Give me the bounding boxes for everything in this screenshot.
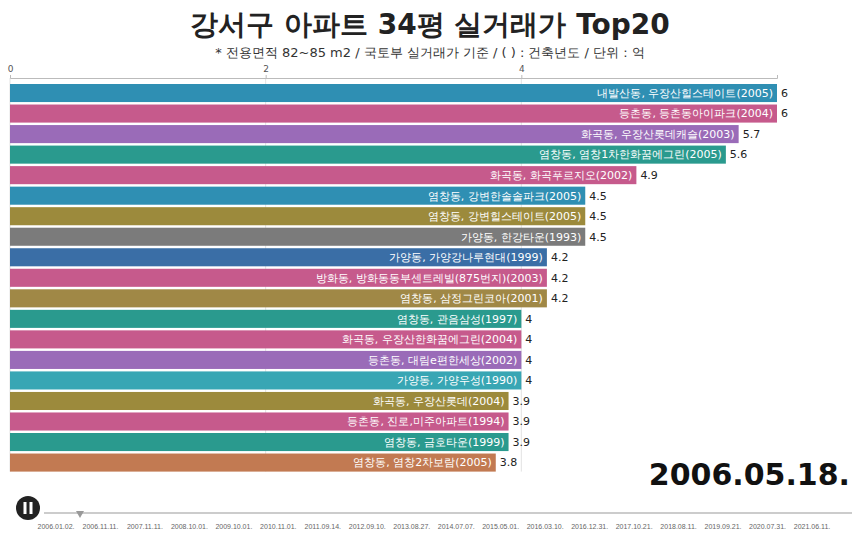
category-label: 염창동, 삼정그린코아(2001) bbox=[400, 292, 543, 305]
tick-label: 4 bbox=[519, 64, 525, 74]
bar bbox=[10, 330, 521, 348]
category-label: 가양동, 한강타운(1993) bbox=[461, 231, 582, 244]
value-label: 6 bbox=[781, 87, 788, 100]
value-label: 3.9 bbox=[513, 436, 531, 449]
chart: 강서구 아파트 34평 실거래가 Top20 * 전용면적 82~85 m2 / … bbox=[0, 0, 860, 536]
value-label: 6 bbox=[781, 107, 788, 120]
tick: 4 bbox=[519, 64, 525, 78]
timeline-label: 2010.11.01. bbox=[260, 523, 297, 530]
tick: 0 bbox=[8, 64, 14, 78]
category-label: 염창동, 강변힐스테이트(2005) bbox=[428, 210, 582, 223]
category-label: 화곡동, 우장산롯데캐슬(2003) bbox=[581, 128, 735, 141]
category-label: 염창동, 염창1차한화꿈에그린(2005) bbox=[539, 148, 722, 161]
bar bbox=[10, 166, 636, 184]
category-label: 염창동, 관음삼성(1997) bbox=[397, 313, 518, 326]
bar bbox=[10, 454, 496, 472]
bar bbox=[10, 187, 585, 205]
bar bbox=[10, 105, 777, 123]
timeline-label: 2008.10.01. bbox=[171, 523, 208, 530]
value-label: 4.2 bbox=[551, 251, 569, 264]
timeline-label: 2018.08.11. bbox=[660, 523, 697, 530]
category-label: 내발산동, 우장산힐스테이트(2005) bbox=[597, 87, 773, 100]
bars bbox=[10, 84, 777, 472]
value-label: 4.5 bbox=[589, 231, 607, 244]
category-label: 염창동, 강변한솔솔파크(2005) bbox=[428, 190, 582, 203]
tick-mark bbox=[10, 75, 11, 78]
bar bbox=[10, 248, 547, 266]
timeline-label: 2015.05.01. bbox=[482, 523, 519, 530]
timeline-label: 2013.08.27. bbox=[393, 523, 430, 530]
category-label: 등촌동, 등촌동아이파크(2004) bbox=[619, 107, 773, 120]
value-label: 3.8 bbox=[500, 456, 518, 469]
date-label: 2006.05.18. bbox=[649, 457, 850, 492]
bar bbox=[10, 207, 585, 225]
value-label: 5.7 bbox=[743, 128, 761, 141]
bar bbox=[10, 351, 521, 369]
timeline-label: 2009.10.01. bbox=[215, 523, 252, 530]
timeline-label: 2017.10.21. bbox=[616, 523, 653, 530]
value-label: 4 bbox=[525, 374, 532, 387]
value-label: 4 bbox=[525, 313, 532, 326]
timeline-label: 2006.01.02. bbox=[38, 523, 75, 530]
labels: 내발산동, 우장산힐스테이트(2005) 6 등촌동, 등촌동아이파크(2004) 6… bbox=[316, 87, 788, 470]
value-label: 4 bbox=[525, 333, 532, 346]
bar bbox=[10, 289, 547, 307]
timeline-label: 2012.09.10. bbox=[349, 523, 386, 530]
category-label: 가양동, 가양강나루현대(1999) bbox=[389, 251, 543, 264]
tick-label: 0 bbox=[8, 64, 14, 74]
category-label: 화곡동, 우장산롯데(2004) bbox=[373, 395, 505, 408]
timeline-handle[interactable] bbox=[76, 511, 84, 518]
timeline-track bbox=[44, 512, 852, 514]
timeline-label: 2014.07.07. bbox=[438, 523, 475, 530]
bar bbox=[10, 310, 521, 328]
bar bbox=[10, 228, 585, 246]
category-label: 화곡동, 우장산한화꿈에그린(2004) bbox=[342, 333, 518, 346]
bar bbox=[10, 146, 726, 164]
tick-label: 2 bbox=[263, 64, 269, 74]
value-label: 4.2 bbox=[551, 292, 569, 305]
value-label: 4 bbox=[525, 354, 532, 367]
bar bbox=[10, 412, 509, 430]
value-label: 4.2 bbox=[551, 272, 569, 285]
bar bbox=[10, 371, 521, 389]
category-label: 등촌동, 진로,미주아파트(1994) bbox=[347, 415, 504, 428]
timeline-label: 2021.06.11. bbox=[794, 523, 831, 530]
bar bbox=[10, 84, 777, 102]
timeline-label: 2006.11.11. bbox=[82, 523, 118, 530]
timeline-label: 2016.12.31. bbox=[571, 523, 608, 530]
x-axis: 0 2 4 bbox=[8, 64, 778, 79]
category-label: 화곡동, 화곡푸르지오(2002) bbox=[490, 169, 633, 182]
pause-icon[interactable] bbox=[24, 502, 27, 514]
tick-mark bbox=[521, 75, 522, 78]
timeline: 2006.01.02. 2006.11.11. 2007.11.11. 2008.10… bbox=[38, 511, 852, 530]
title: 강서구 아파트 34평 실거래가 Top20 bbox=[190, 8, 670, 41]
category-label: 가양동, 가양우성(1990) bbox=[397, 374, 518, 387]
timeline-label: 2016.03.10. bbox=[527, 523, 564, 530]
bar bbox=[10, 125, 739, 143]
timeline-label: 2007.11.11. bbox=[127, 523, 163, 530]
bar bbox=[10, 269, 547, 287]
timeline-label: 2011.09.14. bbox=[305, 523, 342, 530]
tick: 2 bbox=[263, 64, 269, 78]
tick-mark bbox=[266, 75, 267, 78]
pause-button-bg[interactable] bbox=[16, 496, 40, 520]
value-label: 4.5 bbox=[589, 210, 607, 223]
timeline-label: 2020.07.31. bbox=[749, 523, 786, 530]
category-label: 염창동, 금호타운(1999) bbox=[384, 436, 505, 449]
value-label: 3.9 bbox=[513, 415, 531, 428]
timeline-label: 2019.09.21. bbox=[705, 523, 742, 530]
category-label: 등촌동, 대림e편한세상(2002) bbox=[368, 354, 517, 367]
subtitle: * 전용면적 82~85 m2 / 국토부 실거래가 기준 / ( ) : 건축… bbox=[215, 45, 645, 60]
category-label: 방화동, 방화동동부센트레빌(875번지)(2003) bbox=[316, 272, 543, 285]
pause-button[interactable] bbox=[16, 496, 40, 520]
value-label: 3.9 bbox=[513, 395, 531, 408]
bar bbox=[10, 433, 509, 451]
value-label: 4.5 bbox=[589, 190, 607, 203]
bar bbox=[10, 392, 509, 410]
category-label: 염창동, 염창2차보람(2005) bbox=[353, 456, 492, 469]
value-label: 5.6 bbox=[730, 148, 748, 161]
axis-line bbox=[11, 75, 778, 79]
value-label: 4.9 bbox=[640, 169, 658, 182]
pause-icon[interactable] bbox=[30, 502, 33, 514]
